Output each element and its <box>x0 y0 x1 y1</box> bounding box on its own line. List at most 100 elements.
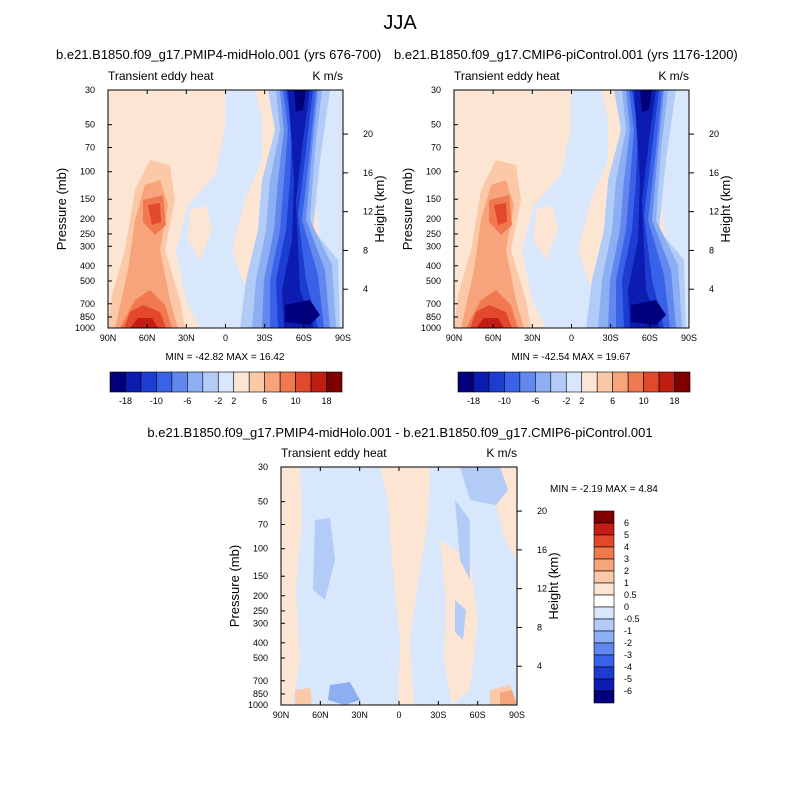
colorbar-swatch <box>593 510 615 524</box>
y2-axis-title: Height (km) <box>546 552 561 619</box>
colorbar-swatch <box>125 371 142 393</box>
field-name-label: Transient eddy heat <box>108 69 214 83</box>
y-tick-label: 200 <box>253 591 268 601</box>
y-tick-label: 500 <box>426 276 441 286</box>
colorbar-swatch <box>473 371 490 393</box>
colorbar-label: 18 <box>670 396 680 406</box>
colorbar-swatch <box>593 630 615 644</box>
y-tick-label: 70 <box>258 520 268 530</box>
y-tick-label: 700 <box>426 299 441 309</box>
y2-tick-label: 16 <box>537 545 547 555</box>
colorbar-swatch <box>593 594 615 608</box>
colorbar-label: -10 <box>498 396 511 406</box>
y-tick-label: 1000 <box>421 323 441 333</box>
y-tick-label: 250 <box>426 229 441 239</box>
figure-title: JJA <box>383 12 417 34</box>
x-tick-label: 90N <box>446 333 463 343</box>
field-name-label: Transient eddy heat <box>454 69 560 83</box>
colorbar-swatch <box>581 371 598 393</box>
x-tick-label: 90S <box>335 333 351 343</box>
colorbar-label: -6 <box>183 396 191 406</box>
y-tick-label: 150 <box>426 194 441 204</box>
colorbar-label: -18 <box>119 396 132 406</box>
colorbar-swatch <box>295 371 312 393</box>
colorbar-swatch <box>519 371 536 393</box>
colorbar-swatch <box>596 371 613 393</box>
colorbar-swatch <box>674 371 691 393</box>
x-tick-label: 60N <box>139 333 156 343</box>
panel-1-subtitle: b.e21.B1850.f09_g17.PMIP4-midHolo.001 (y… <box>56 47 382 62</box>
y-tick-label: 50 <box>85 120 95 130</box>
colorbar-label: -4 <box>624 662 632 672</box>
y-tick-label: 300 <box>253 618 268 628</box>
y-tick-label: 100 <box>253 544 268 554</box>
colorbar-swatch <box>171 371 188 393</box>
colorbar-label: 2 <box>579 396 584 406</box>
colorbar-swatch <box>593 558 615 572</box>
colorbar-swatch <box>593 678 615 692</box>
y-tick-label: 850 <box>253 689 268 699</box>
colorbar-swatch <box>593 522 615 536</box>
y-axis-title: Pressure (mb) <box>227 545 242 627</box>
colorbar-label: 3 <box>624 554 629 564</box>
y-tick-label: 700 <box>80 299 95 309</box>
colorbar-swatch <box>593 534 615 548</box>
panel-2-field <box>454 90 689 328</box>
x-tick-label: 90N <box>100 333 117 343</box>
y2-tick-label: 8 <box>537 622 542 632</box>
colorbar-swatch <box>233 371 250 393</box>
x-tick-label: 60S <box>296 333 312 343</box>
colorbar-label: -1 <box>624 626 632 636</box>
y-tick-label: 400 <box>426 261 441 271</box>
y2-tick-label: 16 <box>363 168 373 178</box>
y-tick-label: 300 <box>80 241 95 251</box>
colorbar-swatch <box>565 371 583 393</box>
units-label: K m/s <box>658 69 689 83</box>
colorbar-label: -2 <box>214 396 222 406</box>
x-tick-label: 90S <box>509 710 525 720</box>
y-tick-label: 400 <box>80 261 95 271</box>
y-tick-label: 400 <box>253 638 268 648</box>
y-axis-title: Pressure (mb) <box>400 168 415 250</box>
panel-2-colorbar: -18 -10 -6 -2 2 6 10 18 <box>457 371 691 406</box>
colorbar-swatch <box>593 546 615 560</box>
panel-1-colorbar: -18 -10 -6 -2 2 6 10 18 <box>109 371 343 406</box>
y2-axis-title: Height (km) <box>718 175 733 242</box>
colorbar-swatch <box>535 371 552 393</box>
y-tick-label: 500 <box>80 276 95 286</box>
x-tick-label: 30S <box>603 333 619 343</box>
colorbar-swatch <box>457 371 474 393</box>
colorbar-swatch <box>156 371 173 393</box>
colorbar-swatch <box>488 371 505 393</box>
colorbar-swatch <box>658 371 675 393</box>
y-tick-label: 250 <box>80 229 95 239</box>
y2-axis-title: Height (km) <box>372 175 387 242</box>
y2-tick-label: 4 <box>363 284 368 294</box>
panel-2-axes: 90N 60N 30N 0 30S 60S 90S 30 50 70 100 150 200 250 300… <box>400 69 733 363</box>
y-tick-label: 30 <box>85 85 95 95</box>
colorbar-swatch <box>593 570 615 584</box>
colorbar-label: 4 <box>624 542 629 552</box>
colorbar-label: 1 <box>624 578 629 588</box>
y-tick-label: 30 <box>431 85 441 95</box>
colorbar-label: 2 <box>231 396 236 406</box>
colorbar-swatch <box>187 371 204 393</box>
x-tick-label: 0 <box>396 710 401 720</box>
y-tick-label: 250 <box>253 606 268 616</box>
colorbar-label: 2 <box>624 566 629 576</box>
y2-tick-label: 8 <box>709 245 714 255</box>
x-tick-label: 90S <box>681 333 697 343</box>
y-tick-label: 150 <box>253 571 268 581</box>
y-tick-label: 50 <box>258 497 268 507</box>
colorbar-swatch <box>627 371 644 393</box>
colorbar-swatch <box>217 371 235 393</box>
colorbar-label: 10 <box>639 396 649 406</box>
y2-tick-label: 20 <box>537 506 547 516</box>
x-tick-label: 30N <box>351 710 368 720</box>
panel-3-axes: 90N 60N 30N 0 30S 60S 90S305070100150200250300… <box>227 446 658 720</box>
colorbar-label: 6 <box>610 396 615 406</box>
x-tick-label: 60N <box>485 333 502 343</box>
colorbar-swatch <box>326 371 343 393</box>
y-axis-title: Pressure (mb) <box>54 168 69 250</box>
colorbar-swatch <box>140 371 157 393</box>
